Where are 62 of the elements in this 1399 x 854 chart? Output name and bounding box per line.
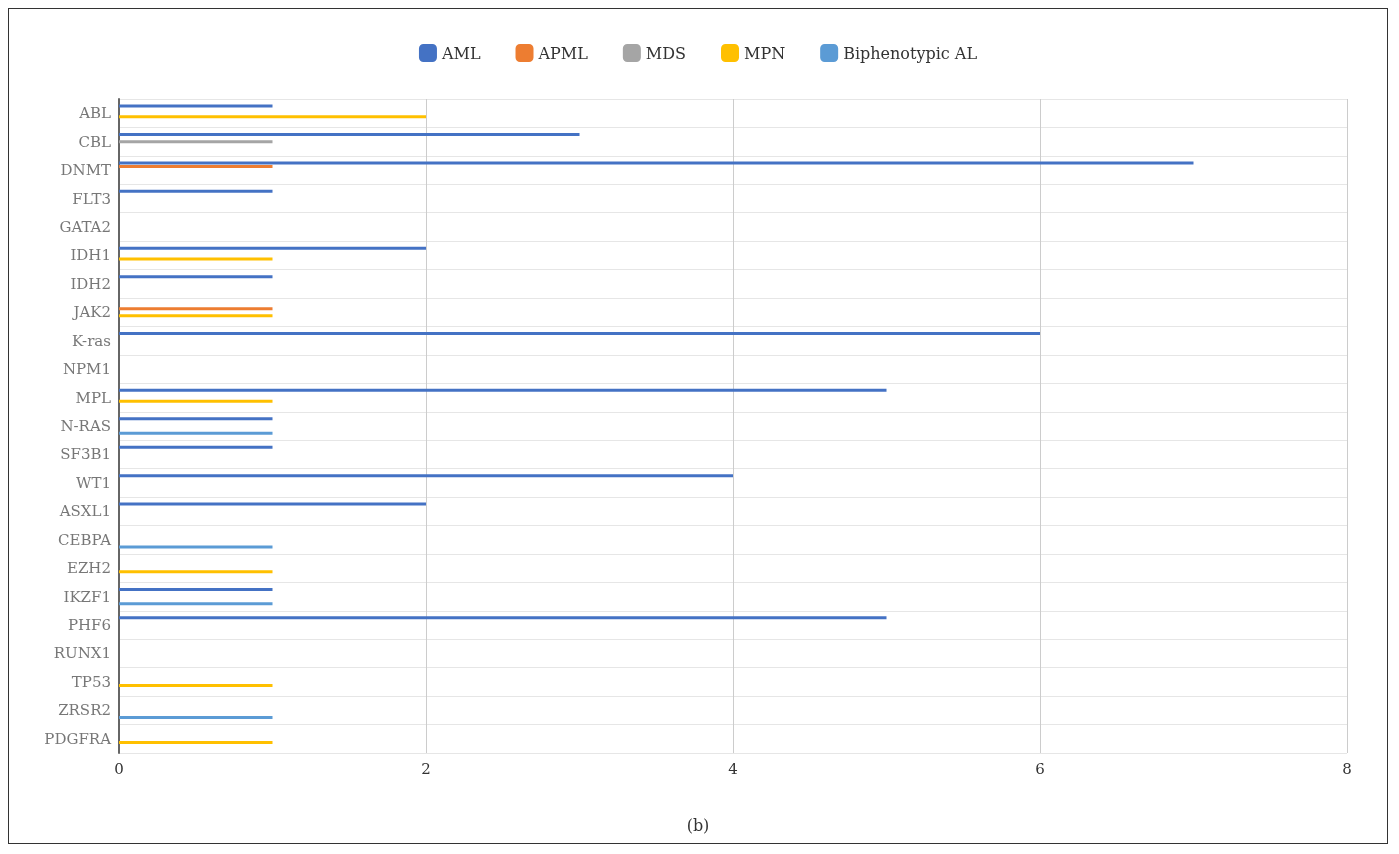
legend-label: Biphenotypic AL [843,43,978,63]
bar [119,545,273,549]
y-tick-label: ASXL1 [58,502,111,521]
bar [119,474,733,478]
y-tick-label: SF3B1 [60,445,111,464]
y-tick-label: MPL [75,388,112,407]
y-tick-label: GATA2 [59,217,111,236]
bar [119,161,1194,165]
y-tick-label: IKZF1 [63,587,111,606]
y-tick-label: TP53 [71,672,111,691]
bar [119,332,1040,335]
y-tick-label: ABL [78,104,112,123]
bar [119,570,273,574]
y-tick-label: FLT3 [72,189,111,208]
bar [119,164,273,168]
y-tick-label: ZRSR2 [58,701,111,720]
legend-label: MPN [744,43,786,63]
bar [119,399,273,403]
bar [119,502,426,506]
bar [119,431,273,435]
legend-label: APML [537,43,589,63]
y-tick-label: K-ras [72,331,111,350]
y-tick-label: PHF6 [67,616,111,635]
bar [119,314,273,318]
x-tick-label: 6 [1035,759,1045,778]
bar [119,189,273,193]
y-tick-label: CEBPA [58,530,112,549]
y-tick-label: WT1 [76,473,111,492]
bar [119,388,887,392]
y-tick-label: IDH2 [70,274,111,293]
y-tick-label: NPM1 [62,360,111,379]
x-tick-label: 4 [728,759,738,778]
x-tick-label: 0 [114,759,124,778]
bar [119,716,273,720]
x-tick-label: 8 [1342,759,1352,778]
y-tick-label: JAK2 [71,303,111,322]
y-tick-label: RUNX1 [53,644,111,663]
y-tick-label: DNMT [60,161,111,180]
bar [119,587,273,591]
y-tick-label: CBL [78,132,112,151]
bar [119,684,273,688]
bar [119,417,273,421]
legend-label: AML [440,43,481,63]
y-tick-label: N-RAS [60,417,111,435]
y-tick-label: IDH1 [70,246,111,265]
bar [119,616,887,620]
bar [119,257,273,261]
bar [119,104,273,108]
y-tick-label: PDGFRA [44,729,112,748]
bar [119,275,273,279]
bar [119,115,426,119]
x-tick-label: 2 [421,759,431,778]
y-tick-label: EZH2 [67,559,111,578]
bar [119,246,426,250]
legend-label: MDS [645,43,687,63]
bar [119,602,273,606]
text: (b) [686,815,710,835]
bar [119,445,273,449]
bar [119,140,273,144]
bar [119,132,580,136]
bar [119,740,273,744]
bar [119,307,273,311]
